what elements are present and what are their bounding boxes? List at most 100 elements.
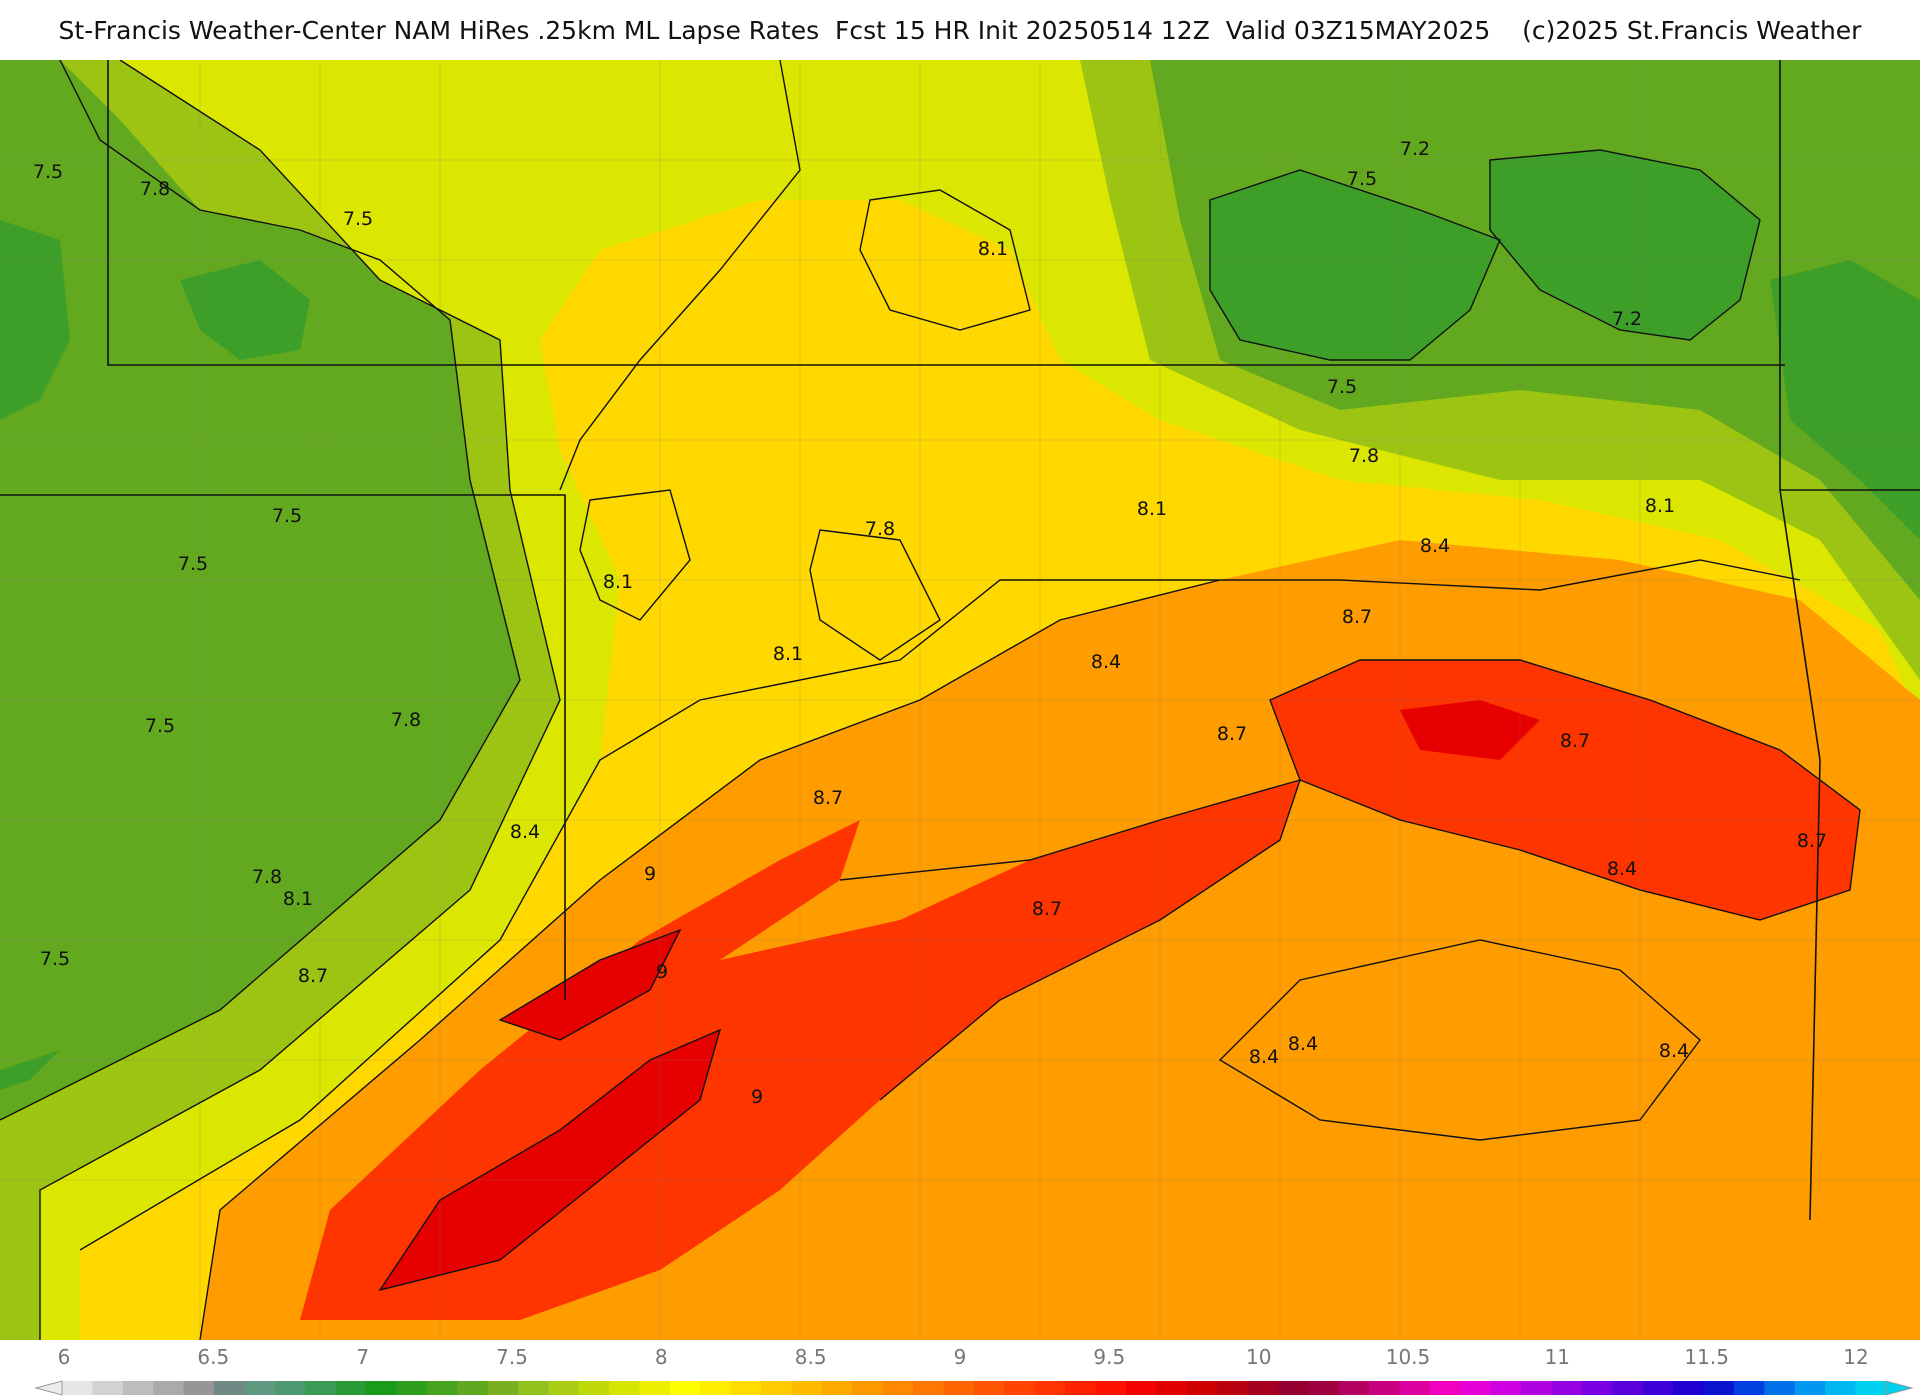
scale-swatch bbox=[183, 1381, 215, 1395]
contour-8.1 bbox=[39, 60, 561, 1340]
contour-9-south bbox=[378, 1028, 722, 1292]
scale-swatch bbox=[1034, 1381, 1066, 1395]
field-7.2 bbox=[0, 150, 1920, 1090]
contour-label: 7.5 bbox=[1347, 168, 1377, 190]
scale-swatch bbox=[1095, 1381, 1127, 1395]
scale-swatch bbox=[1460, 1381, 1492, 1395]
contour-8.7 bbox=[199, 579, 1221, 1340]
contour-label: 8.7 bbox=[813, 787, 843, 809]
contour-label: 7.5 bbox=[178, 553, 208, 575]
contour-label: 7.8 bbox=[140, 178, 170, 200]
scale-swatch bbox=[92, 1381, 124, 1395]
scale-swatch bbox=[214, 1381, 245, 1395]
contour-label: 7.8 bbox=[1349, 445, 1379, 467]
county-line bbox=[0, 159, 1920, 1181]
scale-swatch bbox=[1278, 1381, 1309, 1395]
scale-swatch bbox=[274, 1381, 306, 1395]
color-scale-bar: 6 6.5 7 7.5 8 8.5 9 9.5 10 10.5 11 11.5 12 bbox=[34, 1345, 1914, 1396]
scale-swatch bbox=[457, 1381, 489, 1395]
lapse-rate-fill-layer bbox=[0, 60, 1920, 1340]
scale-swatch bbox=[122, 1381, 154, 1395]
contour-label: 8.7 bbox=[298, 965, 328, 987]
field-7.5-lobe bbox=[0, 490, 400, 1070]
scale-swatch bbox=[1156, 1381, 1188, 1395]
scale-max-arrow bbox=[1885, 1380, 1914, 1396]
contour-label: 8.4 bbox=[1288, 1033, 1318, 1055]
scale-swatch bbox=[1825, 1381, 1857, 1395]
scale-tick-label: 11 bbox=[1545, 1345, 1570, 1369]
contour-7.8 bbox=[0, 60, 521, 1121]
scale-swatch bbox=[700, 1381, 732, 1395]
scale-swatch bbox=[1703, 1381, 1735, 1395]
contour-label: 8.7 bbox=[1342, 606, 1372, 628]
scale-swatch bbox=[1338, 1381, 1370, 1395]
contour-label: 7.8 bbox=[391, 709, 421, 731]
scale-swatch bbox=[609, 1381, 641, 1395]
scale-swatch bbox=[913, 1381, 945, 1395]
scale-swatch bbox=[1855, 1381, 1887, 1395]
color-scale-ticks: 6 6.5 7 7.5 8 8.5 9 9.5 10 10.5 11 11.5 12 bbox=[58, 1345, 1869, 1369]
scale-tick-label: 8.5 bbox=[795, 1345, 827, 1369]
scale-swatch bbox=[1551, 1381, 1583, 1395]
scale-swatch bbox=[974, 1381, 1005, 1395]
contour-label: 8.1 bbox=[773, 643, 803, 665]
contour-label: 7.8 bbox=[252, 866, 282, 888]
scale-min-arrow bbox=[34, 1380, 63, 1396]
scale-swatch bbox=[1490, 1381, 1522, 1395]
scale-swatch bbox=[1004, 1381, 1036, 1395]
scale-tick-label: 12 bbox=[1843, 1345, 1868, 1369]
scale-swatch bbox=[1065, 1381, 1097, 1395]
contour-7.8-blob bbox=[809, 529, 941, 661]
scale-swatch bbox=[396, 1381, 428, 1395]
contour-label: 7.2 bbox=[1400, 138, 1430, 160]
scale-swatch bbox=[1642, 1381, 1674, 1395]
scale-swatch bbox=[487, 1381, 519, 1395]
contour-labels: 7.5 7.8 7.5 8.1 7.2 7.5 7.2 7.5 7.8 8.1 … bbox=[33, 138, 1827, 1108]
scale-tick-label: 7 bbox=[356, 1345, 369, 1369]
contour-label: 8.4 bbox=[1659, 1040, 1689, 1062]
contour-8.4-south bbox=[1218, 939, 1701, 1141]
scale-swatch bbox=[1186, 1381, 1218, 1395]
contour-label: 8.1 bbox=[603, 571, 633, 593]
contour-8.7-east bbox=[1269, 659, 1861, 921]
contour-lines bbox=[0, 60, 1861, 1340]
scale-swatch bbox=[1247, 1381, 1279, 1395]
contour-label: 9 bbox=[751, 1086, 763, 1108]
contour-label: 7.8 bbox=[865, 518, 895, 540]
contour-label: 8.1 bbox=[978, 238, 1008, 260]
contour-8.7-mid bbox=[839, 778, 1302, 1101]
scale-swatch bbox=[639, 1381, 671, 1395]
contour-label: 8.1 bbox=[1137, 498, 1167, 520]
scale-swatch bbox=[943, 1381, 975, 1395]
scale-swatch bbox=[578, 1381, 610, 1395]
scale-tick-label: 6 bbox=[58, 1345, 71, 1369]
scale-tick-label: 8 bbox=[655, 1345, 668, 1369]
scale-swatch bbox=[62, 1381, 93, 1395]
border-line bbox=[1779, 60, 1821, 1221]
scale-swatch bbox=[426, 1381, 458, 1395]
scale-swatch bbox=[791, 1381, 823, 1395]
scale-swatch bbox=[153, 1381, 185, 1395]
lapse-rate-map: 7.5 7.8 7.5 8.1 7.2 7.5 7.2 7.5 7.8 8.1 … bbox=[0, 60, 1920, 1340]
contour-7.5-ne bbox=[1209, 169, 1501, 361]
contour-label: 8.4 bbox=[1091, 651, 1121, 673]
contour-label: 8.4 bbox=[1420, 535, 1450, 557]
scale-swatch bbox=[548, 1381, 580, 1395]
contour-label: 8.1 bbox=[1645, 495, 1675, 517]
contour-label: 9 bbox=[656, 961, 668, 983]
contour-label: 9 bbox=[644, 863, 656, 885]
color-scale-swatches bbox=[62, 1381, 1887, 1395]
scale-swatch bbox=[1521, 1381, 1553, 1395]
contour-label: 7.5 bbox=[1327, 376, 1357, 398]
scale-swatch bbox=[761, 1381, 793, 1395]
scale-swatch bbox=[852, 1381, 884, 1395]
contour-label: 8.4 bbox=[510, 821, 540, 843]
contour-8.1-north bbox=[559, 60, 801, 491]
contour-label: 7.2 bbox=[1612, 308, 1642, 330]
contour-label: 8.4 bbox=[1607, 858, 1637, 880]
scale-swatch bbox=[1734, 1381, 1765, 1395]
contour-label: 7.5 bbox=[343, 208, 373, 230]
contour-label: 7.5 bbox=[145, 715, 175, 737]
state-boundaries bbox=[0, 60, 1920, 1221]
contour-label: 8.4 bbox=[1249, 1046, 1279, 1068]
